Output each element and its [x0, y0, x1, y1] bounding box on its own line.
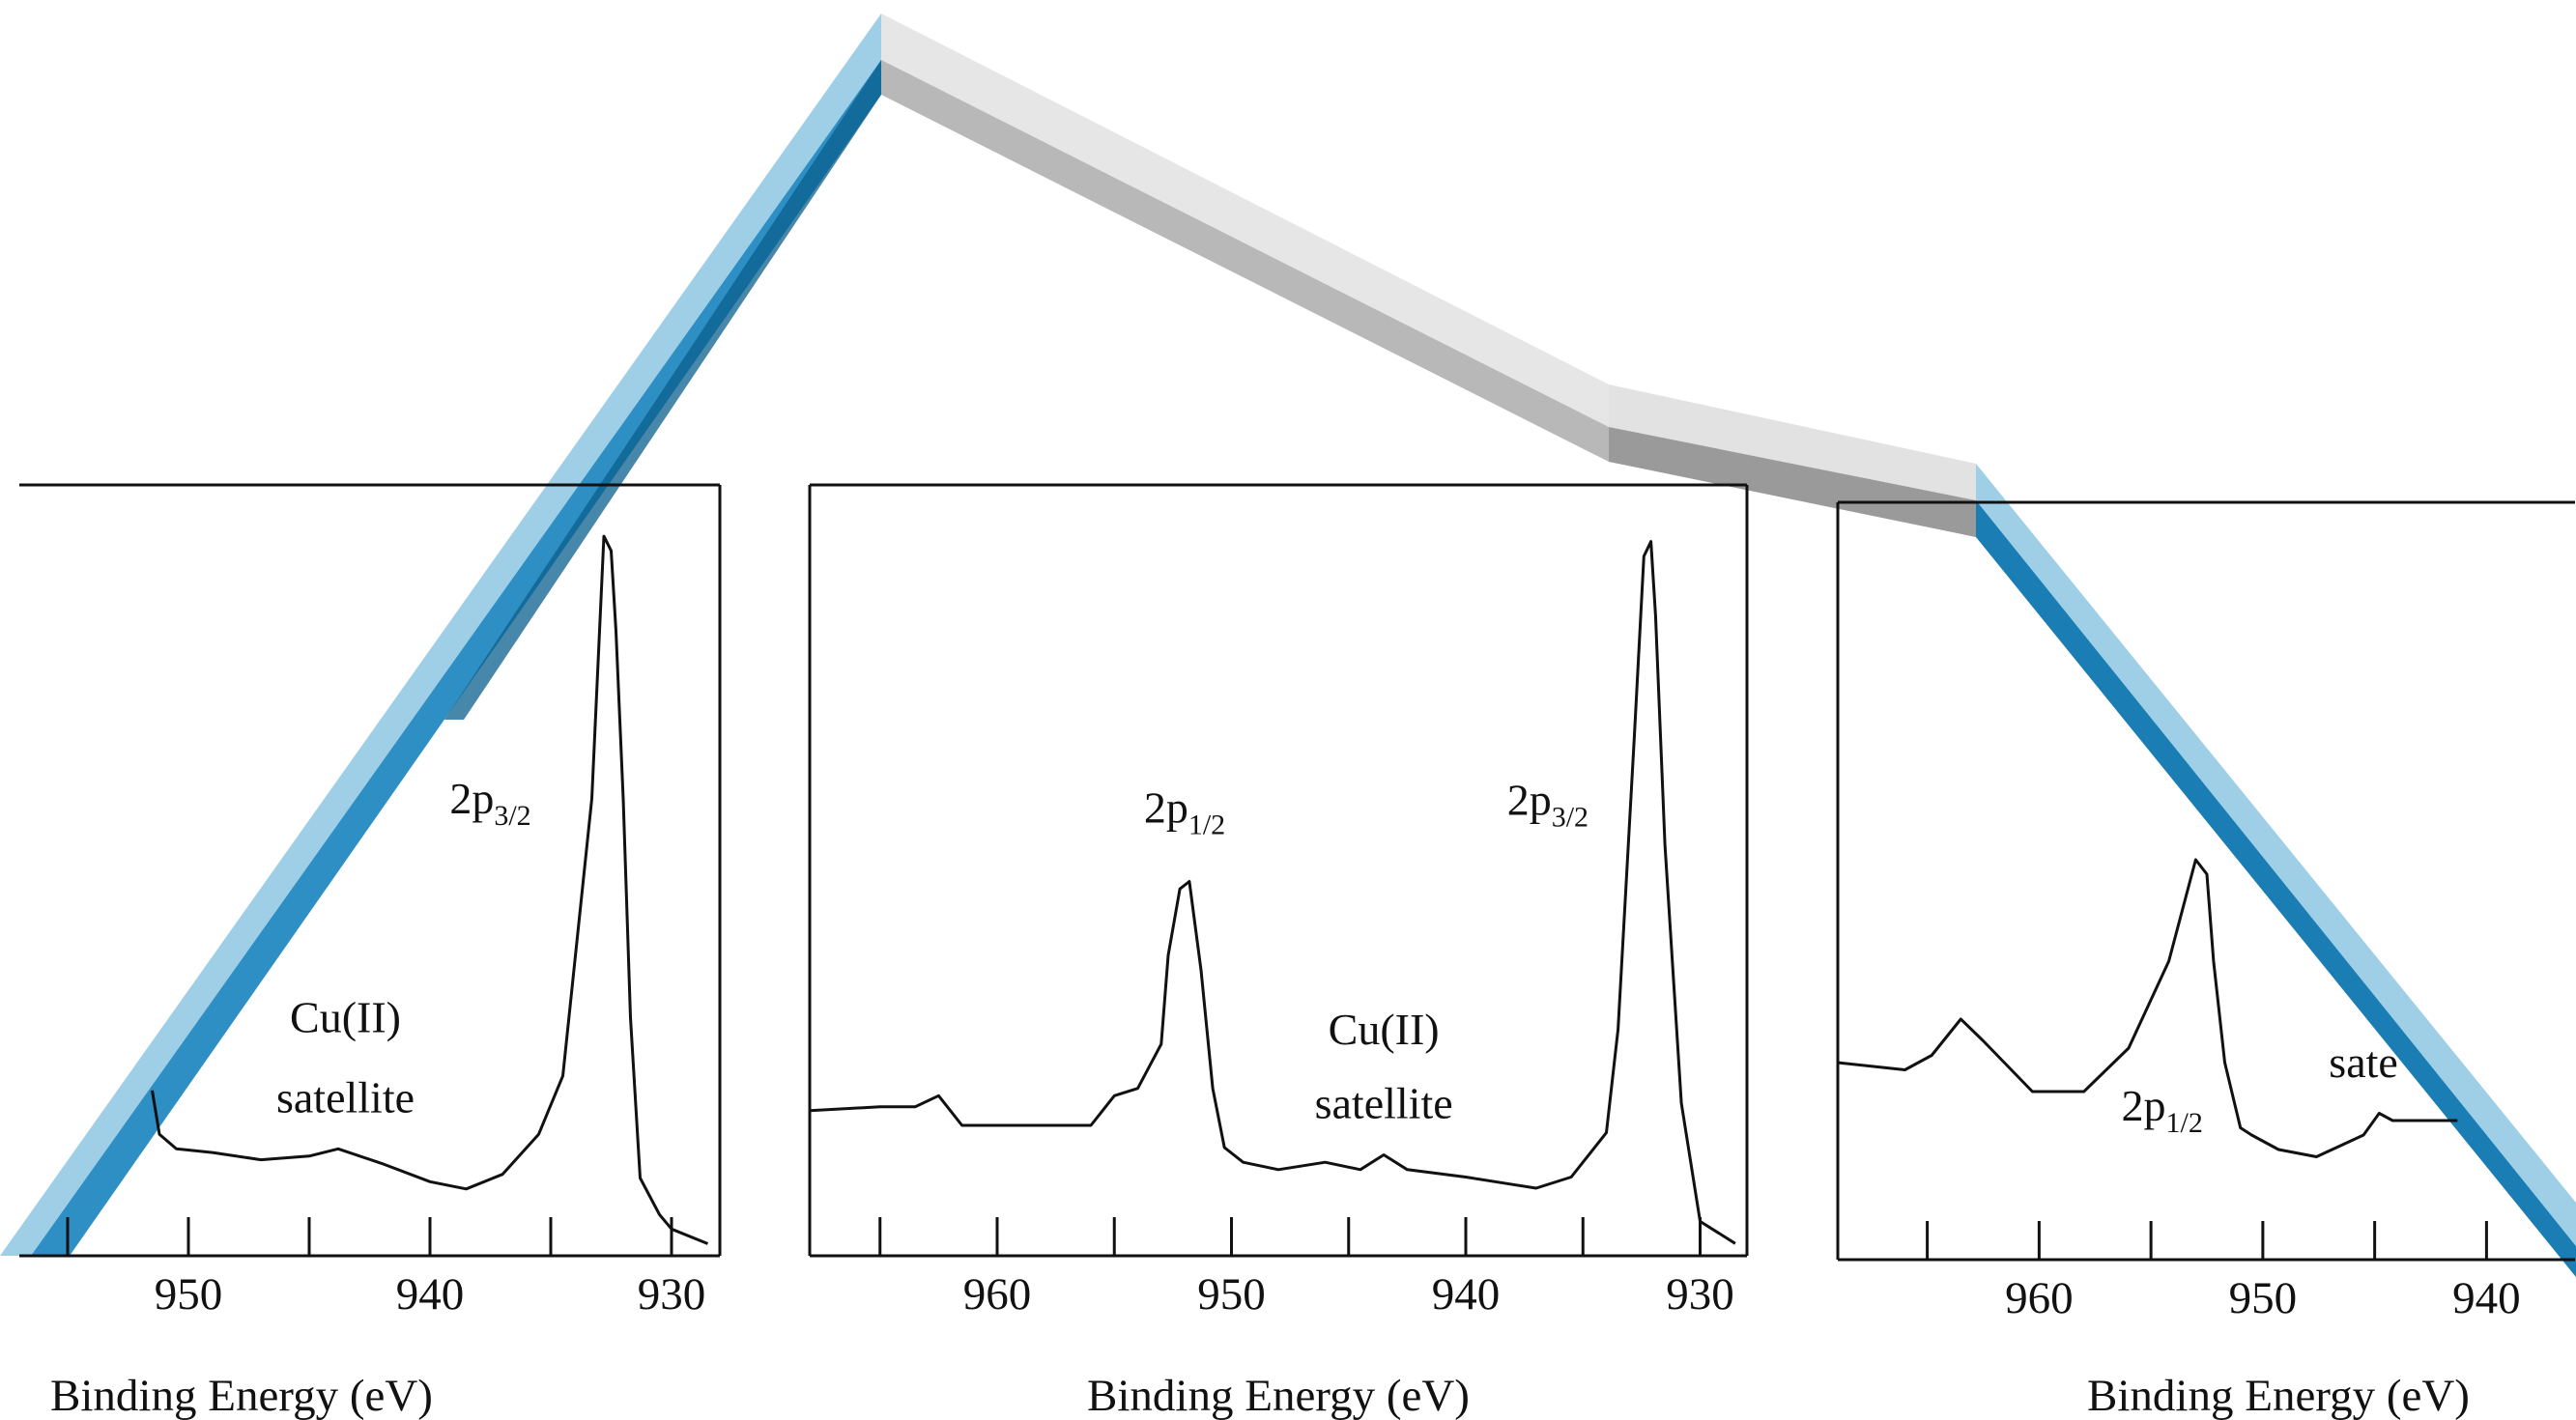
peak-annotation: 2p1/2	[1144, 782, 1225, 840]
annotation-text: 2p	[2122, 1081, 2166, 1130]
ribbon-right-light-face	[1976, 464, 2576, 1246]
annotation-text: Cu(II)	[1329, 1005, 1440, 1054]
x-tick-label: 950	[1197, 1269, 1266, 1320]
ribbon-right-dark-face	[1976, 500, 2576, 1277]
peak-annotation: sate	[2329, 1037, 2398, 1087]
annotation-text: sate	[2329, 1037, 2398, 1087]
ribbon-top-light-face	[881, 14, 1609, 427]
spectrum-line	[809, 540, 1736, 1245]
annotation-text: satellite	[1315, 1078, 1453, 1127]
annotation-text: 2p	[449, 774, 494, 823]
spectrum-line	[151, 534, 709, 1245]
x-tick-label: 960	[2005, 1273, 2074, 1323]
plot-frame	[808, 483, 1749, 1258]
peak-annotation: 2p1/2	[2122, 1081, 2203, 1139]
x-tick-label: 930	[638, 1269, 706, 1320]
x-tick-label: 950	[2229, 1273, 2298, 1323]
spectrum-panel-left: 950 940 930 Binding Energy (eV) 2p3/2 Cu(II) s…	[19, 483, 722, 1420]
peak-annotation: 2p3/2	[1507, 776, 1589, 834]
x-tick-label: 960	[963, 1269, 1032, 1320]
x-tick-label: 940	[2452, 1273, 2521, 1323]
spectrum-panel-right: 960 950 940 Binding Energy (eV) 2p1/2 sate	[1836, 500, 2575, 1420]
annotation-text: Cu(II)	[290, 993, 401, 1042]
annotation-subscript: 1/2	[1188, 809, 1225, 840]
peak-annotation: Cu(II)	[1329, 1005, 1440, 1054]
ribbon-left-light-face	[0, 14, 881, 1256]
plot-frame	[1836, 500, 2575, 1262]
ribbon-top-dark-face	[881, 60, 1609, 462]
x-axis-label: Binding Energy (eV)	[1087, 1371, 1470, 1420]
annotation-text: 2p	[1144, 782, 1188, 832]
ribbon-left-dark-face	[31, 60, 881, 1256]
annotation-subscript: 1/2	[2166, 1107, 2203, 1139]
annotation-subscript: 3/2	[1552, 802, 1589, 834]
x-tick-label: 940	[1432, 1269, 1501, 1320]
peak-annotation: satellite	[276, 1073, 415, 1122]
x-axis-label: Binding Energy (eV)	[2087, 1371, 2470, 1420]
x-tick-label: 930	[1666, 1269, 1734, 1320]
x-axis-label: Binding Energy (eV)	[50, 1371, 433, 1420]
annotation-subscript: 3/2	[494, 800, 530, 832]
peak-annotation: 2p3/2	[449, 774, 530, 832]
decorative-ribbon	[0, 14, 2576, 1277]
annotation-text: satellite	[276, 1073, 415, 1122]
x-tick-label: 940	[396, 1269, 465, 1320]
spectrum-line	[1837, 858, 2458, 1158]
annotation-text: 2p	[1507, 776, 1552, 825]
plot-frame	[19, 483, 722, 1258]
peak-annotation: Cu(II)	[290, 993, 401, 1042]
ribbon-mid-dark-face	[1609, 427, 1976, 537]
ribbon-mid-light-face	[1609, 384, 1976, 500]
x-tick-label: 950	[155, 1269, 223, 1320]
peak-annotation: satellite	[1315, 1078, 1453, 1127]
ribbon-left-shade	[444, 60, 881, 720]
